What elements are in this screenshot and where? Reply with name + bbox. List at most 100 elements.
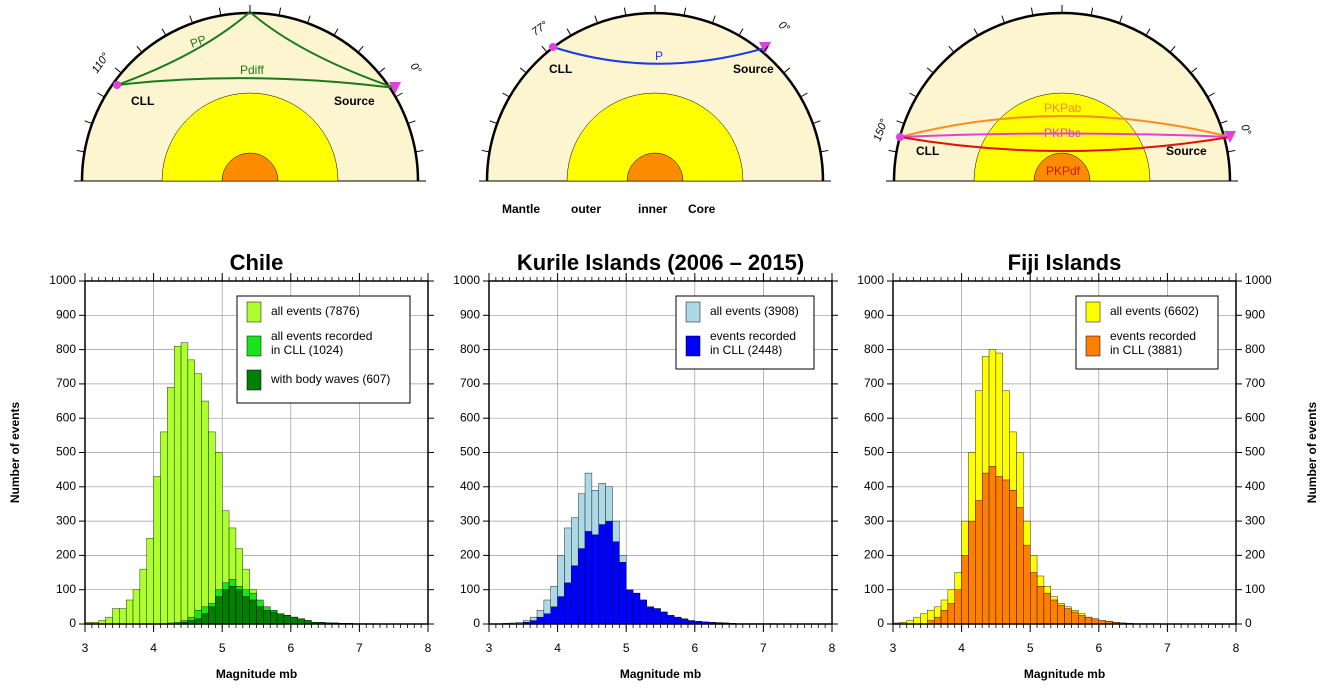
ray-diagram: PKPab PKPbc PKPdf 150° 0° CLL Source [872, 13, 1254, 181]
legend-swatch [686, 336, 700, 356]
y-tick-label: 800 [56, 342, 76, 356]
surface-tick [1091, 8, 1092, 16]
y-tick-label: 100 [460, 582, 480, 596]
y-tick-label: 600 [864, 410, 884, 424]
histogram-bar [1030, 573, 1037, 624]
x-tick-label: 4 [554, 641, 561, 655]
histogram-bar [1051, 600, 1058, 624]
histogram-bar [270, 612, 277, 624]
y-tick-label: 100 [56, 582, 76, 596]
histogram-bar [571, 566, 578, 624]
histogram-bar [948, 603, 955, 624]
station-label: CLL [916, 144, 939, 158]
surface-tick [307, 16, 310, 24]
x-tick-label: 7 [356, 641, 363, 655]
histogram-bar [599, 525, 606, 624]
histogram-bar [558, 597, 565, 624]
surface-tick [684, 8, 685, 16]
histogram-bar [1058, 605, 1065, 624]
x-tick-label: 5 [1027, 641, 1034, 655]
distance-label: 110° [90, 50, 113, 75]
histogram-bar [647, 607, 654, 624]
y-tick-label: 1000 [453, 273, 480, 287]
histogram-bar [298, 619, 305, 624]
surface-tick [910, 93, 917, 97]
histogram-bar [1071, 612, 1078, 624]
y-tick-label: 700 [460, 376, 480, 390]
histogram-bar [229, 586, 236, 624]
surface-tick [85, 121, 93, 124]
figure: PP Pdiff 110° 0° CLL Source P 77° 0° CLL… [0, 0, 1328, 683]
surface-tick [820, 150, 828, 151]
histogram-bar [119, 609, 126, 624]
surface-tick [712, 16, 715, 24]
phase-label: PKPdf [1046, 164, 1081, 178]
y-tick-label: 400 [1245, 479, 1265, 493]
distance-label: 77° [530, 19, 551, 39]
y-tick-label: 900 [460, 307, 480, 321]
histogram-bar [585, 531, 592, 624]
y-tick-label: 700 [56, 376, 76, 390]
x-tick-label: 4 [958, 641, 965, 655]
histogram-bar [284, 615, 291, 624]
histogram-bar [133, 590, 140, 624]
histogram-bar [195, 619, 202, 624]
histogram-bar [661, 612, 668, 624]
histogram-bar [619, 562, 626, 624]
y-tick-label: 200 [864, 548, 884, 562]
surface-tick [927, 68, 933, 73]
y-tick-label: 400 [460, 479, 480, 493]
y-tick-label: 800 [864, 342, 884, 356]
surface-tick [98, 93, 105, 97]
histogram-bar [1037, 586, 1044, 624]
histogram-bar [181, 343, 188, 624]
surface-tick [949, 46, 954, 52]
surface-tick [889, 150, 897, 151]
y-tick-label: 300 [460, 513, 480, 527]
source-label: Source [1166, 144, 1207, 158]
histogram-bar [654, 609, 661, 624]
y-tick-label: 400 [864, 479, 884, 493]
histogram-bar [674, 617, 681, 624]
legend-swatch [247, 302, 261, 322]
y-tick-label: 600 [56, 410, 76, 424]
histogram-bar [208, 607, 215, 624]
histogram-bar [914, 617, 921, 624]
distance-label: 150° [872, 117, 891, 143]
histogram-bar [934, 617, 941, 624]
y-tick-label: 600 [460, 410, 480, 424]
histogram-bar [962, 555, 969, 624]
y-tick-label: 100 [864, 582, 884, 596]
y-tick-label: 500 [56, 445, 76, 459]
histogram-bar [626, 590, 633, 624]
histogram-bar [263, 610, 270, 624]
surface-tick [1220, 121, 1228, 124]
surface-tick [395, 93, 402, 97]
y-tick-label: 300 [864, 513, 884, 527]
surface-tick [503, 93, 510, 97]
histogram-bar [640, 600, 647, 624]
ray-diagram: PP Pdiff 110° 0° CLL Source [82, 12, 424, 181]
surface-tick [897, 121, 905, 124]
ray-diagram: P 77° 0° CLL Source Mantle outer inner C… [487, 13, 823, 216]
histogram-bar [147, 538, 154, 624]
histogram-bar [1078, 615, 1085, 624]
surface-tick [358, 46, 363, 52]
histogram-bar [633, 593, 640, 624]
layer-label: Core [688, 202, 716, 216]
y-tick-label: 700 [864, 376, 884, 390]
histogram-bar [236, 590, 243, 624]
legend-swatch [1086, 302, 1100, 322]
x-tick-label: 8 [425, 641, 432, 655]
histogram-bar [920, 614, 927, 624]
y-tick-label: 300 [56, 513, 76, 527]
surface-tick [1119, 16, 1122, 24]
legend-label: all events (7876) [271, 304, 360, 318]
phase-label: PKPab [1044, 101, 1082, 115]
surface-tick [800, 93, 807, 97]
histogram-bar [1065, 609, 1072, 624]
surface-tick [190, 16, 193, 24]
y-tick-label: 0 [69, 616, 76, 630]
